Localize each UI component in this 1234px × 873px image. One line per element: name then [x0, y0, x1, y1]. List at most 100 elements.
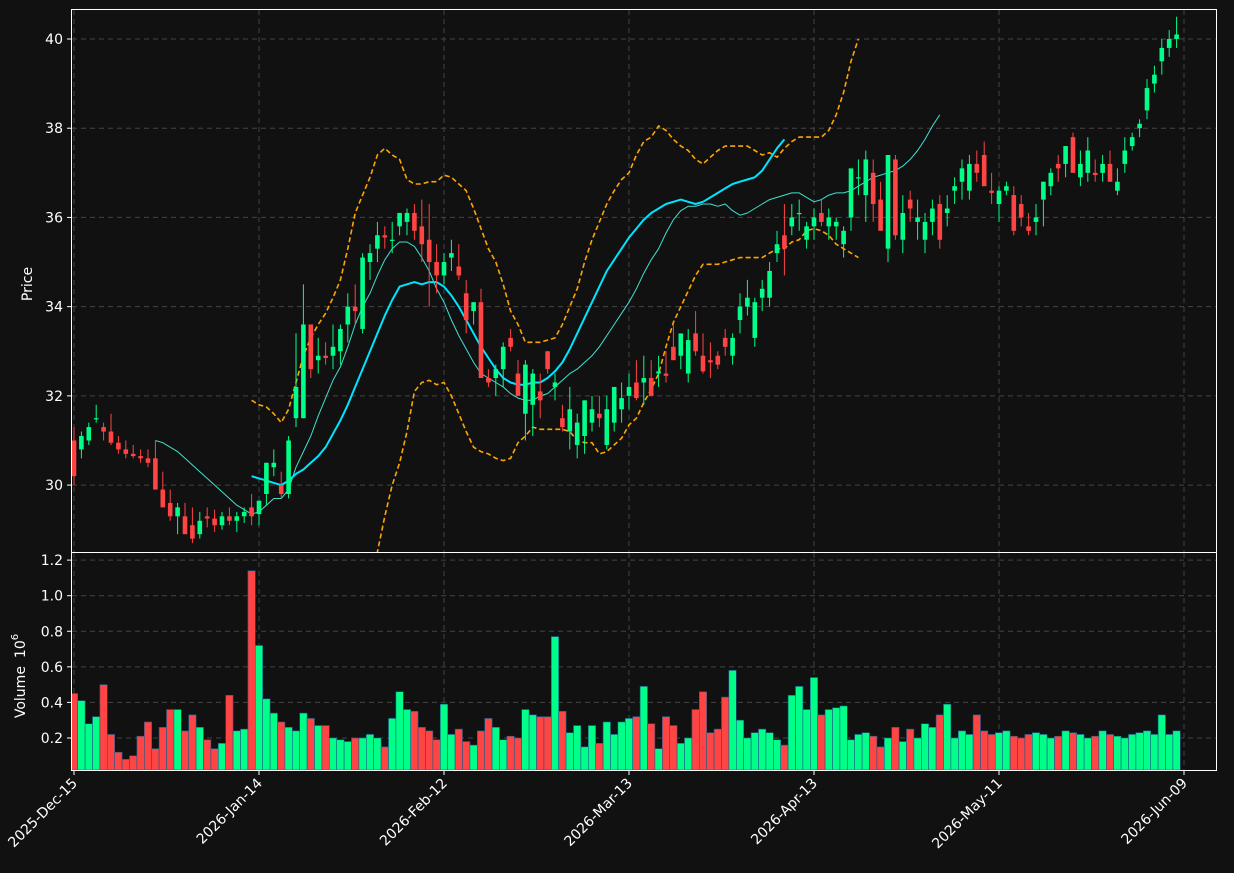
candle-body: [907, 199, 913, 209]
candle-body: [219, 516, 225, 526]
volume-bar: [573, 725, 582, 770]
volume-bar: [521, 709, 530, 770]
volume-bar: [943, 703, 952, 770]
volume-bar: [121, 759, 130, 770]
candle-body: [619, 398, 624, 410]
candle-body: [782, 235, 787, 249]
candle-body: [1100, 163, 1105, 173]
volume-axis-ticks: 0.2 0.4 0.6 0.8 1.0 1.2: [41, 553, 72, 747]
volume-bar: [1172, 730, 1181, 770]
candle-body: [86, 427, 92, 441]
candle-body: [515, 373, 521, 396]
volume-bar: [869, 735, 878, 770]
candle-body: [463, 293, 469, 321]
volume-bar: [262, 698, 271, 770]
candle-body: [811, 217, 817, 227]
volume-bar: [484, 718, 493, 770]
volume-tick-label: 0.2: [41, 731, 63, 747]
candle-body: [663, 373, 669, 376]
candle-body: [634, 382, 639, 399]
candle-body: [693, 333, 698, 352]
volume-bar: [906, 728, 915, 770]
candle-body: [574, 422, 580, 445]
candle-body: [708, 360, 713, 363]
candle-body: [419, 226, 425, 245]
candle-body: [508, 337, 513, 347]
candle-body: [367, 253, 373, 263]
candle-body: [493, 369, 499, 379]
volume-bar: [795, 686, 804, 770]
volume-bar: [425, 730, 434, 770]
candle-body: [856, 177, 861, 179]
volume-panel-frame: [71, 552, 1217, 771]
candle-body: [308, 324, 314, 370]
volume-bar: [706, 732, 715, 770]
volume-bar: [721, 696, 730, 770]
candle-body: [981, 154, 987, 187]
candle-body: [893, 159, 898, 236]
volume-tick-label: 0.8: [41, 624, 63, 640]
candle-body: [1085, 150, 1091, 173]
volume-bar: [610, 734, 619, 770]
candle-body: [848, 168, 854, 218]
volume-bar: [565, 732, 574, 770]
candle-body: [604, 409, 610, 445]
volume-bar: [343, 741, 352, 770]
candle-body: [360, 257, 365, 329]
volume-bar: [602, 721, 611, 770]
volume-bar: [299, 712, 308, 770]
candle-body: [1166, 38, 1172, 48]
volume-bar: [787, 694, 796, 770]
volume-bar: [1039, 734, 1048, 770]
candle-body: [952, 186, 957, 191]
candle-body: [1041, 181, 1046, 200]
candle-body: [382, 235, 388, 238]
volume-bar: [462, 741, 471, 770]
candle-body: [715, 355, 721, 365]
volume-bar: [476, 730, 485, 770]
volume-bar: [336, 739, 345, 770]
volume-bar: [676, 743, 685, 770]
volume-bar: [587, 725, 596, 770]
candle-body: [500, 346, 506, 370]
candle-body: [1011, 195, 1017, 231]
volume-bar: [469, 744, 478, 770]
candle-body: [123, 449, 129, 454]
volume-bar: [1024, 734, 1033, 770]
candle-body: [286, 440, 291, 495]
volume-bar: [639, 686, 648, 770]
volume-bar: [528, 714, 537, 770]
volume-bar: [210, 748, 219, 770]
volume-bar: [284, 727, 293, 770]
volume-bar: [447, 734, 456, 770]
candle-body: [885, 154, 891, 249]
candle-body: [256, 500, 262, 515]
candle-body: [804, 226, 809, 240]
candle-body: [1033, 217, 1039, 222]
volume-bar: [691, 709, 700, 770]
candle-body: [241, 511, 247, 517]
volume-bar: [550, 636, 559, 770]
candle-body: [182, 516, 188, 535]
volume-bar: [595, 743, 604, 770]
candle-body: [774, 244, 780, 254]
volume-bar: [883, 737, 892, 770]
volume-bar: [1143, 730, 1152, 770]
volume-bar: [632, 716, 641, 770]
candle-body: [249, 507, 254, 517]
candle-body: [426, 239, 432, 263]
volume-bar: [402, 709, 411, 770]
volume-bar: [772, 739, 781, 770]
candle-body: [130, 453, 136, 457]
volume-bar: [454, 728, 463, 770]
volume-bar: [129, 755, 138, 770]
candle-body: [1174, 34, 1179, 39]
volume-bar: [654, 748, 663, 770]
volume-bar: [151, 748, 160, 770]
volume-bar: [854, 734, 863, 770]
volume-bar: [92, 716, 101, 770]
candle-body: [1129, 137, 1135, 147]
volume-bar: [957, 730, 966, 770]
volume-bar: [617, 721, 626, 770]
